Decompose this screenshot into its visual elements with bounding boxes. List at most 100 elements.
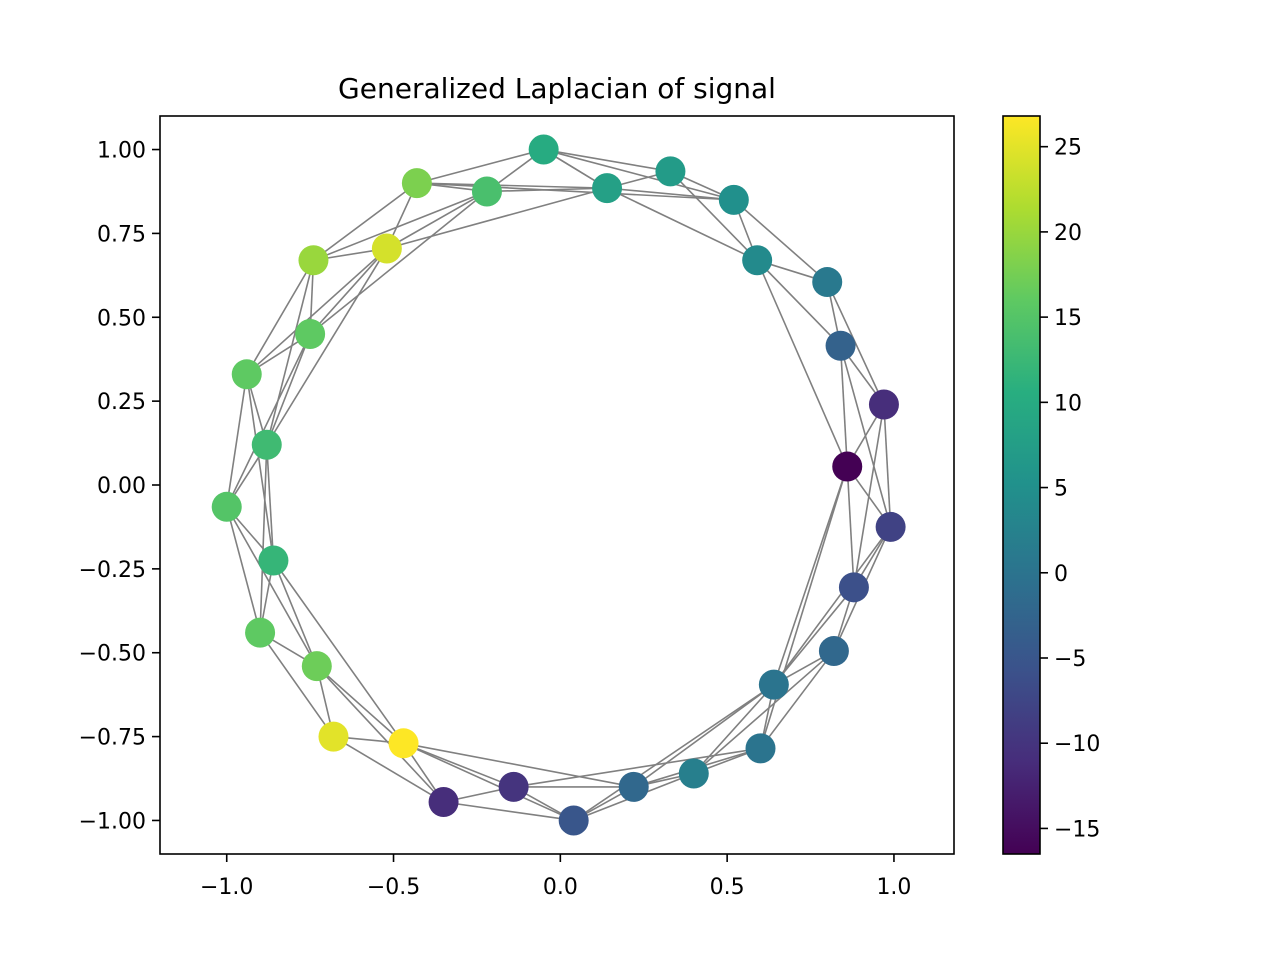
graph-edge-79 (416, 182, 608, 189)
graph-edge-91 (245, 374, 275, 561)
y-tick-label: −1.00 (79, 809, 146, 834)
graph-edge-47 (403, 742, 514, 788)
graph-edge-85 (246, 247, 388, 375)
colorbar-tick-label: 20 (1054, 221, 1082, 246)
graph-edge-1 (543, 148, 671, 173)
y-tick-label: −0.50 (79, 642, 146, 667)
y-tick-label: 0.50 (97, 306, 146, 331)
graph-node-19 (388, 728, 419, 759)
graph-edge-35 (633, 683, 775, 788)
colorbar-tick-label: −10 (1054, 732, 1100, 757)
colorbar-tick-label: −5 (1054, 647, 1086, 672)
x-axis: −1.0 −0.5 0.0 0.5 1.0 (200, 854, 911, 900)
graph-edge-74 (265, 260, 315, 445)
graph-edge-90 (226, 506, 318, 667)
x-tick-label: 0.5 (710, 875, 745, 900)
graph-node-27 (295, 319, 326, 350)
graph-edge-22 (846, 466, 855, 588)
graph-node-15 (618, 771, 649, 802)
graph-edge-52 (403, 742, 575, 822)
graph-edge-57 (272, 560, 318, 667)
graph-node-8 (832, 451, 863, 482)
y-tick-label: 0.25 (97, 390, 146, 415)
graph-edge-75 (312, 182, 418, 261)
graph-edge-51 (403, 742, 634, 788)
colorbar-tick-label: 0 (1054, 562, 1068, 587)
y-tick-label: −0.25 (79, 558, 146, 583)
x-tick-label: 0.0 (543, 875, 578, 900)
graph-edge-31 (759, 650, 835, 749)
colorbar (1002, 115, 1041, 855)
graph-edge-86 (266, 248, 388, 446)
graph-edge-44 (513, 747, 761, 788)
graph-node-12 (758, 669, 789, 700)
y-axis: 1.00 0.75 0.50 0.25 0.00 −0.25 −0.50 −0.75 −1.00 (79, 139, 160, 834)
graph-node-14 (678, 758, 709, 789)
colorbar-tick-label: 5 (1054, 477, 1068, 502)
graph-edge-8 (669, 170, 758, 261)
graph-edge-77 (386, 190, 488, 250)
graph-node-21 (301, 651, 332, 682)
graph-node-30 (401, 168, 432, 199)
graph-edge-84 (313, 190, 488, 261)
x-tick-label: 1.0 (876, 875, 911, 900)
graph-edge-63 (265, 444, 275, 561)
graph-edge-4 (606, 187, 734, 201)
graph-node-17 (498, 771, 529, 802)
graph-node-23 (258, 545, 289, 576)
graph-edge-27 (773, 586, 855, 686)
graph-edge-45 (443, 801, 574, 822)
graph-node-20 (318, 721, 349, 752)
graph-edge-53 (316, 665, 405, 744)
graph-edge-72 (309, 247, 388, 335)
edges-layer (225, 148, 892, 822)
colorbar-tick-label: −15 (1054, 817, 1100, 842)
graph-edge-82 (416, 148, 544, 184)
graph-edge-60 (316, 665, 445, 803)
y-tick-label: 0.00 (97, 474, 146, 499)
y-tick-label: 0.75 (97, 222, 146, 247)
graph-node-18 (428, 787, 459, 818)
y-tick-label: −0.75 (79, 726, 146, 751)
y-tick-label: 1.00 (97, 139, 146, 164)
graph-node-29 (371, 233, 402, 264)
graph-edge-41 (573, 683, 775, 822)
graph-edge-33 (693, 684, 775, 775)
graph-node-7 (868, 389, 899, 420)
graph-node-4 (742, 245, 773, 276)
graph-edge-61 (225, 506, 261, 633)
graph-edge-6 (606, 187, 758, 261)
graph-node-6 (825, 330, 856, 361)
graph-node-25 (251, 429, 282, 460)
graph-edge-18 (883, 404, 892, 527)
graph-edge-11 (756, 259, 842, 347)
graph-node-31 (471, 176, 502, 207)
graph-edge-89 (259, 444, 268, 633)
graph-node-11 (818, 636, 849, 667)
graph-edge-9 (733, 199, 828, 283)
graph-edge-49 (333, 735, 444, 803)
graph-edge-65 (225, 374, 248, 507)
graph-edge-20 (853, 404, 885, 588)
graph-node-9 (875, 511, 906, 542)
x-tick-label: −1.0 (200, 875, 253, 900)
plot-frame (159, 115, 955, 855)
graph-edge-16 (756, 259, 848, 467)
graph-node-13 (745, 733, 776, 764)
graph-edge-30 (759, 466, 849, 749)
graph-node-3 (718, 184, 749, 215)
graph-edge-71 (226, 333, 311, 508)
graph-edge-26 (773, 526, 892, 686)
graph-node-28 (298, 245, 329, 276)
graph-node-5 (812, 267, 843, 298)
graph-edge-67 (266, 333, 311, 446)
graph-edge-2 (543, 148, 735, 201)
graph-edge-15 (839, 345, 849, 467)
colorbar-tick-label: 10 (1054, 391, 1082, 416)
graph-edge-92 (416, 182, 734, 201)
graph-node-2 (655, 156, 686, 187)
x-tick-label: −0.5 (367, 875, 420, 900)
graph-edge-29 (773, 466, 849, 685)
graph-edge-69 (246, 259, 315, 375)
